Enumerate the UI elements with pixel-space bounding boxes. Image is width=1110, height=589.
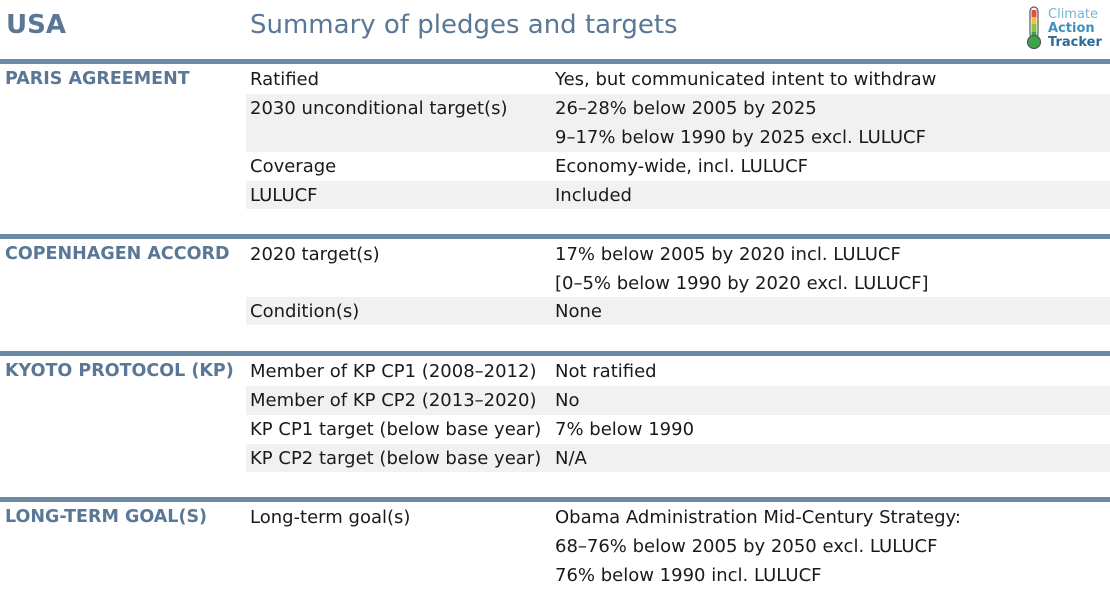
section-title: PARIS AGREEMENT bbox=[5, 69, 190, 89]
header: USA Summary of pledges and targets Clima… bbox=[0, 0, 1110, 56]
logo-line-climate: Climate bbox=[1048, 7, 1099, 22]
row-label: Member of KP CP2 (2013–2020) bbox=[250, 390, 537, 411]
climate-action-tracker-logo: Climate Action Tracker bbox=[1024, 6, 1108, 50]
row-value: 26–28% below 2005 by 2025 bbox=[555, 98, 817, 119]
row-value: N/A bbox=[555, 448, 587, 469]
section-divider bbox=[0, 351, 1110, 356]
table-row: Ratified Yes, but communicated intent to… bbox=[246, 65, 1110, 94]
row-label: 2020 target(s) bbox=[250, 244, 380, 265]
row-label: Member of KP CP1 (2008–2012) bbox=[250, 361, 537, 382]
row-value: Yes, but communicated intent to withdraw bbox=[555, 69, 937, 90]
page-title: Summary of pledges and targets bbox=[250, 10, 678, 40]
row-value: [0–5% below 1990 by 2020 excl. LULUCF] bbox=[555, 273, 929, 294]
section-paris-agreement: PARIS AGREEMENT Ratified Yes, but commun… bbox=[0, 59, 1110, 209]
section-divider bbox=[0, 497, 1110, 502]
row-value: Included bbox=[555, 185, 632, 206]
row-value: 7% below 1990 bbox=[555, 419, 695, 440]
section-title: LONG-TERM GOAL(S) bbox=[5, 507, 208, 527]
logo-line-tracker: Tracker bbox=[1048, 35, 1102, 50]
table-row: Member of KP CP2 (2013–2020) No bbox=[246, 386, 1110, 415]
row-label: Ratified bbox=[250, 69, 320, 90]
table-row: Coverage Economy-wide, incl. LULUCF bbox=[246, 152, 1110, 181]
section-divider bbox=[0, 234, 1110, 239]
logo-line-action: Action bbox=[1048, 21, 1095, 36]
section-long-term-goals: LONG-TERM GOAL(S) Long-term goal(s) Obam… bbox=[0, 497, 1110, 589]
table-row: 2020 target(s) 17% below 2005 by 2020 in… bbox=[246, 240, 1110, 297]
table-row: Long-term goal(s) Obama Administration M… bbox=[246, 503, 1110, 589]
table-row: Condition(s) None bbox=[246, 297, 1110, 325]
thermometer-icon bbox=[1026, 6, 1042, 50]
table-row: KP CP1 target (below base year) 7% below… bbox=[246, 415, 1110, 444]
country-name: USA bbox=[6, 10, 66, 40]
row-label: Coverage bbox=[250, 156, 337, 177]
row-value: 76% below 1990 incl. LULUCF bbox=[555, 565, 822, 586]
row-label: LULUCF bbox=[250, 185, 318, 206]
section-copenhagen-accord: COPENHAGEN ACCORD 2020 target(s) 17% bel… bbox=[0, 234, 1110, 326]
row-label: 2030 unconditional target(s) bbox=[250, 98, 508, 119]
row-value: 9–17% below 1990 by 2025 excl. LULUCF bbox=[555, 127, 926, 148]
table-row: 2030 unconditional target(s) 26–28% belo… bbox=[246, 94, 1110, 152]
row-value: Obama Administration Mid-Century Strateg… bbox=[555, 507, 961, 528]
row-label: KP CP2 target (below base year) bbox=[250, 448, 542, 469]
row-value: None bbox=[555, 301, 602, 322]
row-value: 17% below 2005 by 2020 incl. LULUCF bbox=[555, 244, 901, 265]
section-title: KYOTO PROTOCOL (KP) bbox=[5, 361, 234, 381]
table-row: LULUCF Included bbox=[246, 181, 1110, 209]
section-title: COPENHAGEN ACCORD bbox=[5, 244, 230, 264]
row-value: 68–76% below 2005 by 2050 excl. LULUCF bbox=[555, 536, 938, 557]
table-row: KP CP2 target (below base year) N/A bbox=[246, 444, 1110, 472]
row-label: Condition(s) bbox=[250, 301, 360, 322]
row-label: Long-term goal(s) bbox=[250, 507, 411, 528]
section-divider bbox=[0, 59, 1110, 64]
row-value: Not ratified bbox=[555, 361, 657, 382]
row-value: Economy-wide, incl. LULUCF bbox=[555, 156, 809, 177]
logo-text: Climate Action Tracker bbox=[1048, 8, 1102, 50]
table-row: Member of KP CP1 (2008–2012) Not ratifie… bbox=[246, 357, 1110, 386]
section-kyoto-protocol: KYOTO PROTOCOL (KP) Member of KP CP1 (20… bbox=[0, 351, 1110, 472]
row-value: No bbox=[555, 390, 580, 411]
row-label: KP CP1 target (below base year) bbox=[250, 419, 542, 440]
